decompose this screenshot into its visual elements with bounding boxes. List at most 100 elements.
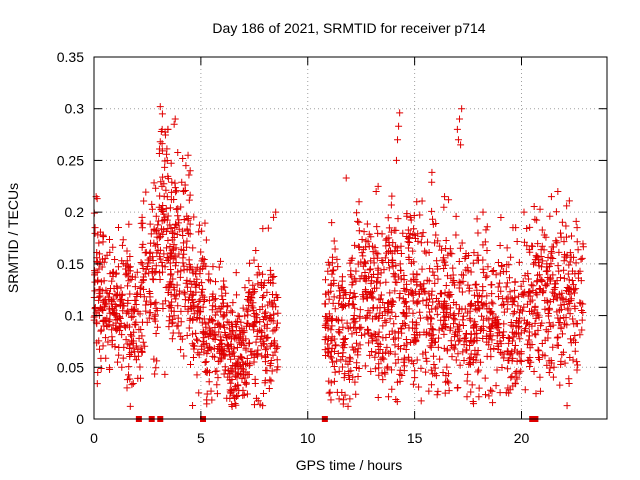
data-point [131,296,139,304]
data-point [172,262,180,270]
data-point [484,263,492,271]
data-point [193,314,201,322]
data-point [520,303,528,311]
data-point [175,290,183,298]
data-point [531,319,539,327]
data-point [510,333,518,341]
data-point [166,249,174,257]
data-point [100,258,108,266]
data-point [412,235,420,243]
data-point [525,289,533,297]
data-point [152,329,160,337]
data-point [149,257,157,265]
data-point [179,154,187,162]
data-point [481,391,489,399]
data-point [526,354,534,362]
data-point [382,278,390,286]
data-point [365,230,373,238]
data-point [573,224,581,232]
data-point [365,339,373,347]
data-point [348,300,356,308]
data-point [500,300,508,308]
data-point [384,309,392,317]
data-point [259,270,267,278]
data-point [269,279,277,287]
data-point [372,249,380,257]
data-point [358,331,366,339]
data-point [558,351,566,359]
data-point [515,323,523,331]
data-point [335,317,343,325]
data-point [470,291,478,299]
data-point [260,292,268,300]
data-point [496,389,504,397]
data-point [527,281,535,289]
data-point [433,310,441,318]
data-point [385,349,393,357]
data-point [156,138,164,146]
data-point [498,364,506,372]
data-point [162,186,170,194]
data-point [364,326,372,334]
data-point [395,122,403,130]
data-point [338,363,346,371]
data-point [156,276,164,284]
data-point [450,299,458,307]
data-point [428,207,436,215]
data-point [578,326,586,334]
y-tick-label: 0.3 [65,101,85,117]
data-point [388,366,396,374]
data-point [482,226,490,234]
data-point [340,374,348,382]
data-point [500,334,508,342]
data-point [225,348,233,356]
data-point [131,320,139,328]
data-point [189,244,197,252]
data-point [430,271,438,279]
data-point [376,345,384,353]
data-point [372,336,380,344]
x-tick-label: 20 [514,430,530,446]
data-point [434,265,442,273]
data-point [359,262,367,270]
data-point [353,359,361,367]
data-point [410,225,418,233]
data-point [153,323,161,331]
data-point [372,187,380,195]
data-point [386,289,394,297]
data-points [90,103,587,410]
data-point [534,346,542,354]
data-point [407,338,415,346]
data-point [264,224,272,232]
data-point [211,311,219,319]
data-point [534,353,542,361]
data-point [254,327,262,335]
data-point [249,285,257,293]
data-point [203,330,211,338]
data-point [167,280,175,288]
data-point [552,237,560,245]
data-point [160,210,168,218]
data-point [396,260,404,268]
data-point [232,331,240,339]
data-point [566,258,574,266]
data-point [394,215,402,223]
data-point [390,270,398,278]
data-point [353,209,361,217]
data-point [347,267,355,275]
data-point [188,265,196,273]
data-point [253,314,261,322]
data-point [167,270,175,278]
data-point [270,273,278,281]
data-point [544,253,552,261]
data-point [185,196,193,204]
data-point [427,343,435,351]
data-point [508,337,516,345]
data-point [564,306,572,314]
data-point [175,250,183,258]
data-point [573,358,581,366]
data-point [459,316,467,324]
data-point [259,337,267,345]
data-point [426,342,434,350]
data-point [109,269,117,277]
